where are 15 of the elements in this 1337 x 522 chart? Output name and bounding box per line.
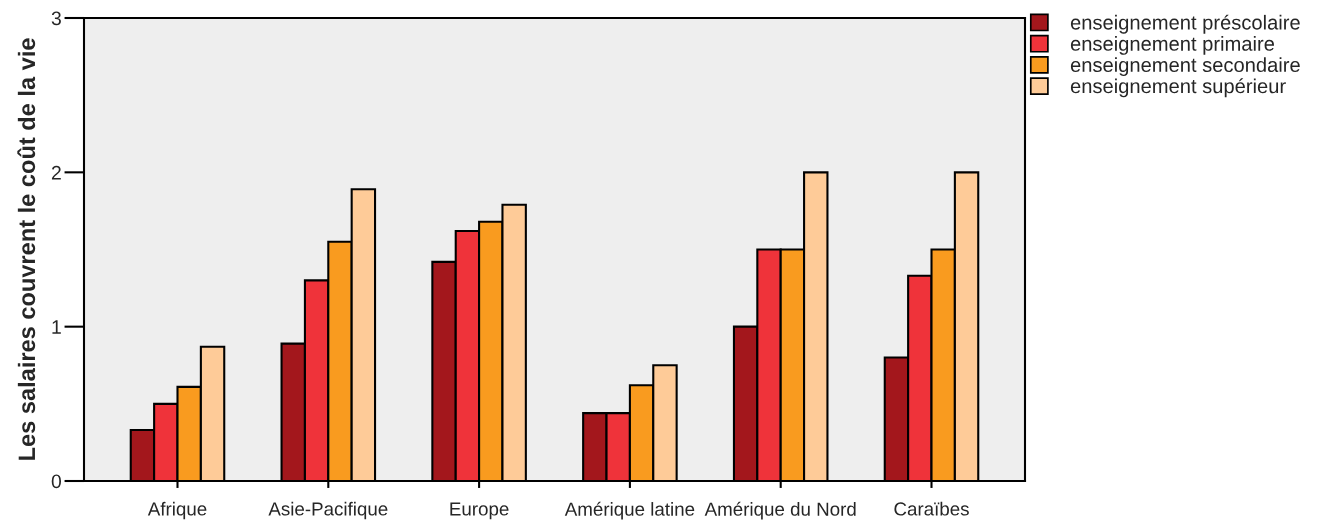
x-tick-label: Amérique latine [564, 501, 695, 520]
x-tick-label: Amérique du Nord [704, 501, 856, 520]
x-tick-label: Caraïbes [894, 501, 969, 516]
x-tick-label: Europe [450, 502, 509, 520]
legend-label: enseignement préscolaire [1070, 14, 1300, 34]
y-tick-label: 3 [51, 11, 61, 26]
x-tick-label: Afrique [147, 501, 207, 520]
legend-label: enseignement supérieur [1070, 78, 1286, 98]
y-tick-label: 0 [51, 474, 62, 489]
y-tick-label: 1 [52, 320, 61, 334]
y-axis-title: Les salaires couvrent le coût de la vie [17, 38, 36, 460]
y-tick-label: 2 [51, 165, 61, 180]
legend-label: enseignement secondaire [1070, 57, 1300, 77]
x-tick-label: Asie-Pacifique [268, 501, 388, 520]
legend-label: enseignement primaire [1070, 36, 1274, 55]
